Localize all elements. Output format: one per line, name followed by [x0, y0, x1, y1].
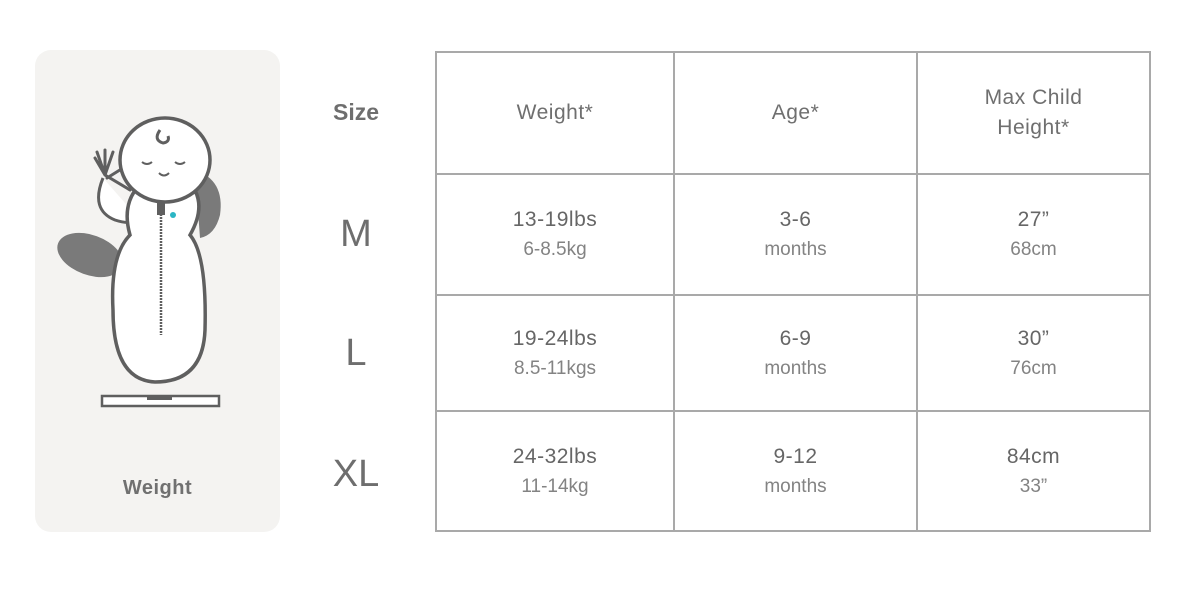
age-cell: 6-9 months — [673, 294, 918, 412]
age-range: 6-9 — [779, 326, 812, 350]
size-label-xl: XL — [332, 453, 380, 495]
age-unit: months — [764, 357, 827, 379]
age-unit: months — [764, 475, 827, 497]
illustration-label: Weight — [122, 477, 193, 499]
age-range: 3-6 — [779, 208, 812, 231]
height-cell: 84cm 33” — [916, 410, 1151, 532]
table-row: 13-19lbs 6-8.5kg 3-6 months 27” 68cm — [435, 173, 1151, 296]
weight-lbs: 13-19lbs — [512, 208, 598, 231]
table-header-row: Weight* Age* Max Child Height* — [435, 51, 1151, 175]
header-weight: Weight* — [435, 51, 675, 175]
age-cell: 9-12 months — [673, 410, 918, 532]
weight-kg: 6-8.5kg — [523, 239, 587, 260]
header-max-height: Max Child Height* — [916, 51, 1151, 175]
weight-cell: 13-19lbs 6-8.5kg — [435, 173, 675, 296]
weight-lbs: 24-32lbs — [512, 444, 598, 468]
age-range: 9-12 — [773, 444, 818, 468]
size-chart-table: Weight* Age* Max Child Height* 13-19lbs 6… — [435, 51, 1151, 532]
age-cell: 3-6 months — [673, 173, 918, 296]
weight-cell: 19-24lbs 8.5-11kgs — [435, 294, 675, 412]
height-sub: 33” — [1019, 475, 1048, 497]
weight-kg: 8.5-11kgs — [513, 357, 597, 379]
header-age: Age* — [673, 51, 918, 175]
size-header: Size — [332, 99, 380, 125]
header-max-height-text: Max Child Height* — [984, 86, 1083, 139]
height-cell: 27” 68cm — [916, 173, 1151, 296]
baby-on-scale-icon — [57, 116, 221, 408]
weight-kg: 11-14kg — [521, 475, 589, 497]
age-unit: months — [764, 239, 827, 260]
weight-lbs: 19-24lbs — [512, 326, 598, 350]
size-label-m: M — [340, 213, 372, 255]
weight-illustration-card: Weight — [35, 50, 280, 532]
size-label-l: L — [345, 332, 367, 374]
table-row: 19-24lbs 8.5-11kgs 6-9 months 30” 76cm — [435, 294, 1151, 412]
table-row: 24-32lbs 11-14kg 9-12 months 84cm 33” — [435, 410, 1151, 532]
height-main: 30” — [1017, 326, 1050, 350]
height-sub: 76cm — [1010, 357, 1057, 379]
height-main: 84cm — [1006, 444, 1061, 468]
height-cell: 30” 76cm — [916, 294, 1151, 412]
weight-cell: 24-32lbs 11-14kg — [435, 410, 675, 532]
height-sub: 68cm — [1010, 239, 1057, 260]
height-main: 27” — [1017, 208, 1050, 231]
